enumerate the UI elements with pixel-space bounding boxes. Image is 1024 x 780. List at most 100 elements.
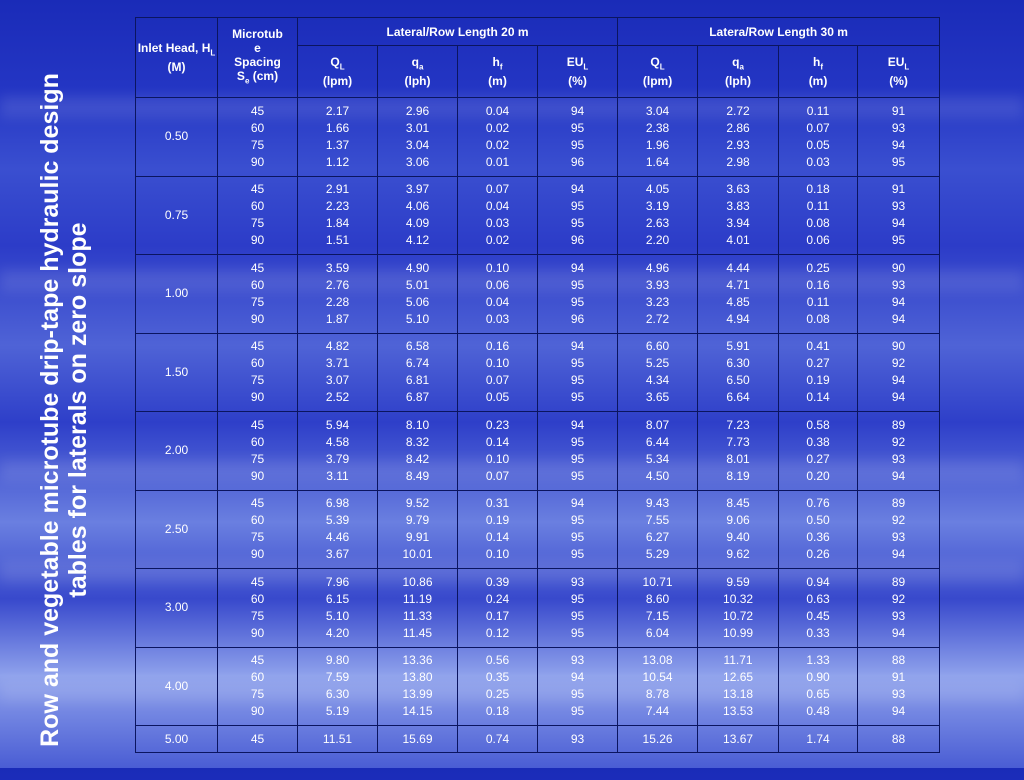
inlet-head-cell: 1.50 [135,332,218,412]
slide-title-text: Row and vegetable microtube drip-tape hy… [36,73,92,747]
inlet-head-header: Inlet Head, HL (M) [135,17,218,98]
table-row: 2.50 45 60 75 90 6.98 5.39 4.46 3.67 9.52 9.79 9.91… [135,489,941,569]
value-cell: 11.51 [297,725,378,753]
inlet-head-cell: 2.00 [135,411,218,491]
value-cell: 91 93 94 95 [857,97,941,177]
value-cell: 0.58 0.38 0.27 0.20 [778,411,859,491]
value-cell: 94 95 95 95 [536,489,619,569]
value-cell: 89 92 93 94 [857,568,941,648]
value-cell: 2.91 2.23 1.84 1.51 [297,175,378,255]
value-cell: 9.59 10.32 10.72 10.99 [697,568,780,648]
value-cell: 4.82 3.71 3.07 2.52 [297,332,378,412]
group-header-30m: Latera/Row Length 30 m [617,17,941,46]
inlet-head-cell: 4.00 [135,646,218,726]
value-cell: 0.41 0.27 0.19 0.14 [778,332,859,412]
table-row: 2.00 45 60 75 90 5.94 4.58 3.79 3.11 8.10 8.32 8.42… [135,411,941,491]
value-cell: 94 95 95 96 [536,254,619,334]
value-cell: 15.26 [617,725,699,753]
value-cell: 89 92 93 94 [857,411,941,491]
table-row: 0.75 45 60 75 90 2.91 2.23 1.84 1.51 3.97 4.06 4.09… [135,175,941,255]
value-cell: 0.39 0.24 0.17 0.12 [457,568,538,648]
value-cell: 9.80 7.59 6.30 5.19 [297,646,378,726]
value-cell: 5.91 6.30 6.50 6.64 [697,332,780,412]
value-cell: 4.44 4.71 4.85 4.94 [697,254,780,334]
value-cell: 7.23 7.73 8.01 8.19 [697,411,780,491]
inlet-head-cell: 0.50 [135,97,218,177]
slide-title: Row and vegetable microtube drip-tape hy… [0,0,128,768]
spacing-cell: 45 60 75 90 [217,411,298,491]
table-body: 0.50 45 60 75 90 2.17 1.66 1.37 1.12 2.96 3.01 3.04… [135,97,941,753]
value-cell: 93 94 95 95 [536,646,619,726]
column-header: QL (lpm) [297,45,378,98]
value-cell: 88 [857,725,941,753]
value-cell: 15.69 [377,725,458,753]
design-table: Inlet Head, HL (M) Microtub e Spacing Se… [135,17,941,753]
value-cell: 0.11 0.07 0.05 0.03 [778,97,859,177]
value-cell: 0.10 0.06 0.04 0.03 [457,254,538,334]
value-cell: 0.18 0.11 0.08 0.06 [778,175,859,255]
value-cell: 1.33 0.90 0.65 0.48 [778,646,859,726]
value-cell: 0.04 0.02 0.02 0.01 [457,97,538,177]
value-cell: 90 92 94 94 [857,332,941,412]
value-cell: 3.04 2.38 1.96 1.64 [617,97,699,177]
value-cell: 0.76 0.50 0.36 0.26 [778,489,859,569]
value-cell: 94 95 95 95 [536,332,619,412]
value-cell: 9.43 7.55 6.27 5.29 [617,489,699,569]
value-cell: 3.97 4.06 4.09 4.12 [377,175,458,255]
value-cell: 0.74 [457,725,538,753]
value-cell: 9.52 9.79 9.91 10.01 [377,489,458,569]
spacing-cell: 45 [217,725,298,753]
value-cell: 13.08 10.54 8.78 7.44 [617,646,699,726]
value-cell: 0.07 0.04 0.03 0.02 [457,175,538,255]
value-cell: 2.96 3.01 3.04 3.06 [377,97,458,177]
column-header: hf (m) [457,45,538,98]
table-row: 4.00 45 60 75 90 9.80 7.59 6.30 5.19 13.36 13.80 13… [135,646,941,726]
value-cell: 6.58 6.74 6.81 6.87 [377,332,458,412]
inlet-head-cell: 1.00 [135,254,218,334]
table-row: 3.00 45 60 75 90 7.96 6.15 5.10 4.20 10.86 11.19 11… [135,568,941,648]
value-cell: 4.90 5.01 5.06 5.10 [377,254,458,334]
value-cell: 6.98 5.39 4.46 3.67 [297,489,378,569]
spacing-cell: 45 60 75 90 [217,175,298,255]
column-header: QL (lpm) [617,45,699,98]
value-cell: 5.94 4.58 3.79 3.11 [297,411,378,491]
value-cell: 3.59 2.76 2.28 1.87 [297,254,378,334]
value-cell: 8.45 9.06 9.40 9.62 [697,489,780,569]
group-header-20m: Lateral/Row Length 20 m [296,17,619,46]
value-cell: 10.71 8.60 7.15 6.04 [617,568,699,648]
value-cell: 6.60 5.25 4.34 3.65 [617,332,699,412]
inlet-head-cell: 0.75 [135,175,218,255]
column-header: EUL (%) [536,45,619,98]
value-cell: 0.56 0.35 0.25 0.18 [457,646,538,726]
value-cell: 2.17 1.66 1.37 1.12 [297,97,378,177]
value-cell: 90 93 94 94 [857,254,941,334]
spacing-header: Microtub e Spacing Se (cm) [217,17,298,98]
value-cell: 8.07 6.44 5.34 4.50 [617,411,699,491]
column-header: hf (m) [778,45,859,98]
table-row: 1.00 45 60 75 90 3.59 2.76 2.28 1.87 4.90 5.01 5.06… [135,254,941,334]
value-cell: 91 93 94 95 [857,175,941,255]
value-cell: 0.16 0.10 0.07 0.05 [457,332,538,412]
value-cell: 88 91 93 94 [857,646,941,726]
value-cell: 3.63 3.83 3.94 4.01 [697,175,780,255]
value-cell: 0.94 0.63 0.45 0.33 [778,568,859,648]
table-row: 1.50 45 60 75 90 4.82 3.71 3.07 2.52 6.58 6.74 6.81… [135,332,941,412]
value-cell: 7.96 6.15 5.10 4.20 [297,568,378,648]
inlet-head-cell: 5.00 [135,725,218,753]
value-cell: 8.10 8.32 8.42 8.49 [377,411,458,491]
header-row-2: QL (lpm) qa (lph) hf (m) EUL (%) QL (lpm) qa (lph) h… [136,45,941,98]
table-row: 0.50 45 60 75 90 2.17 1.66 1.37 1.12 2.96 3.01 3.04… [135,97,941,177]
value-cell: 13.36 13.80 13.99 14.15 [377,646,458,726]
value-cell: 94 95 95 96 [536,175,619,255]
value-cell: 10.86 11.19 11.33 11.45 [377,568,458,648]
value-cell: 1.74 [778,725,859,753]
value-cell: 13.67 [697,725,780,753]
value-cell: 0.31 0.19 0.14 0.10 [457,489,538,569]
value-cell: 94 95 95 95 [536,411,619,491]
value-cell: 89 92 93 94 [857,489,941,569]
value-cell: 93 [536,725,619,753]
spacing-cell: 45 60 75 90 [217,646,298,726]
table-row: 5.00 45 11.51 15.69 0.74 93 15.26 13.67 1.74 88 [135,725,941,753]
spacing-cell: 45 60 75 90 [217,97,298,177]
value-cell: 94 95 95 96 [536,97,619,177]
